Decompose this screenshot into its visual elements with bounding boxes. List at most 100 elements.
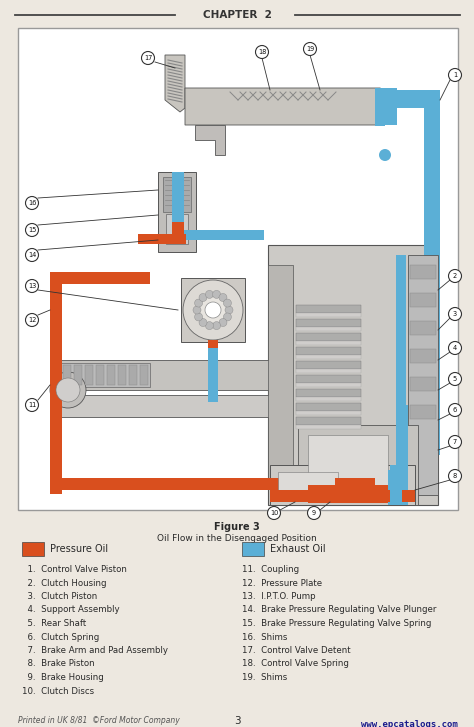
Bar — [63, 365, 71, 385]
Circle shape — [26, 249, 38, 262]
Circle shape — [267, 507, 281, 520]
Bar — [424, 90, 440, 455]
Circle shape — [255, 46, 268, 58]
Text: 10: 10 — [270, 510, 278, 516]
Text: 7: 7 — [453, 439, 457, 445]
Bar — [85, 365, 93, 385]
Bar — [410, 265, 436, 279]
Text: Printed in UK 8/81  ©Ford Motor Company: Printed in UK 8/81 ©Ford Motor Company — [18, 716, 180, 725]
Bar — [172, 172, 184, 222]
Circle shape — [56, 378, 80, 402]
Circle shape — [205, 302, 221, 318]
Text: 19.  Shims: 19. Shims — [242, 673, 287, 682]
Text: 11: 11 — [28, 402, 36, 408]
Bar — [172, 222, 184, 242]
Text: 12: 12 — [28, 317, 36, 323]
Bar — [270, 490, 415, 502]
Bar — [96, 365, 104, 385]
Text: 14: 14 — [28, 252, 36, 258]
Bar — [55, 395, 270, 417]
Text: 18: 18 — [258, 49, 266, 55]
Bar — [107, 365, 115, 385]
Text: 9: 9 — [312, 510, 316, 516]
Circle shape — [199, 296, 227, 324]
Text: 15.  Brake Pressure Regulating Valve Spring: 15. Brake Pressure Regulating Valve Spri… — [242, 619, 431, 628]
Text: 16: 16 — [28, 200, 36, 206]
Bar — [138, 234, 186, 244]
Bar — [296, 369, 361, 373]
Bar — [375, 90, 440, 108]
Bar — [50, 272, 62, 494]
Bar — [296, 347, 361, 355]
Bar — [335, 478, 375, 502]
Bar — [375, 88, 397, 125]
Bar — [60, 363, 150, 387]
Bar — [74, 365, 82, 385]
Bar — [208, 340, 218, 348]
Bar — [396, 255, 406, 425]
Text: Oil Flow in the Disengaged Position: Oil Flow in the Disengaged Position — [157, 534, 317, 543]
Circle shape — [199, 318, 207, 326]
Circle shape — [219, 318, 227, 326]
Text: Figure 3: Figure 3 — [214, 522, 260, 532]
Text: 16.  Shims: 16. Shims — [242, 632, 287, 641]
Text: 5.  Rear Shaft: 5. Rear Shaft — [22, 619, 86, 628]
Circle shape — [205, 290, 213, 298]
Bar — [181, 278, 245, 342]
Circle shape — [26, 223, 38, 236]
Circle shape — [26, 398, 38, 411]
Text: 9.  Brake Housing: 9. Brake Housing — [22, 673, 104, 682]
Circle shape — [448, 270, 462, 283]
Text: 7.  Brake Arm and Pad Assembly: 7. Brake Arm and Pad Assembly — [22, 646, 168, 655]
Bar — [296, 397, 361, 401]
Bar — [166, 214, 188, 244]
Bar — [296, 389, 361, 397]
Bar — [375, 88, 385, 126]
Circle shape — [223, 313, 231, 321]
Text: 15: 15 — [28, 227, 36, 233]
Circle shape — [303, 42, 317, 55]
Circle shape — [195, 299, 202, 307]
Bar — [129, 365, 137, 385]
Text: 3: 3 — [234, 716, 240, 726]
Text: CHAPTER  2: CHAPTER 2 — [202, 10, 272, 20]
Circle shape — [26, 196, 38, 209]
Text: 12.  Pressure Plate: 12. Pressure Plate — [242, 579, 322, 587]
Circle shape — [195, 313, 202, 321]
Bar — [410, 349, 436, 363]
Circle shape — [26, 279, 38, 292]
Bar — [184, 230, 264, 240]
Bar — [410, 405, 436, 419]
Text: 6: 6 — [453, 407, 457, 413]
Circle shape — [219, 294, 227, 302]
Polygon shape — [165, 55, 185, 112]
Bar — [296, 383, 361, 387]
Circle shape — [448, 68, 462, 81]
Text: 1: 1 — [453, 72, 457, 78]
Text: 17.  Control Valve Detent: 17. Control Valve Detent — [242, 646, 351, 655]
Bar — [296, 375, 361, 383]
Bar — [268, 265, 293, 485]
Circle shape — [193, 306, 201, 314]
Bar — [308, 435, 388, 485]
Bar — [388, 470, 403, 505]
Text: 11.  Coupling: 11. Coupling — [242, 565, 299, 574]
Text: 13: 13 — [28, 283, 36, 289]
Text: 2.  Clutch Housing: 2. Clutch Housing — [22, 579, 107, 587]
Text: 18.  Control Valve Spring: 18. Control Valve Spring — [242, 659, 349, 669]
Text: 19: 19 — [306, 46, 314, 52]
Text: 4: 4 — [453, 345, 457, 351]
Polygon shape — [185, 88, 395, 125]
Text: 10.  Clutch Discs: 10. Clutch Discs — [22, 686, 94, 696]
Bar — [296, 361, 361, 369]
Text: 3: 3 — [453, 311, 457, 317]
Bar — [296, 403, 361, 411]
Circle shape — [183, 280, 243, 340]
Bar — [268, 245, 438, 505]
Bar — [408, 255, 438, 495]
Text: 17: 17 — [144, 55, 152, 61]
Bar — [410, 377, 436, 391]
Bar — [296, 305, 361, 313]
Text: Pressure Oil: Pressure Oil — [50, 544, 108, 554]
Bar — [296, 327, 361, 331]
